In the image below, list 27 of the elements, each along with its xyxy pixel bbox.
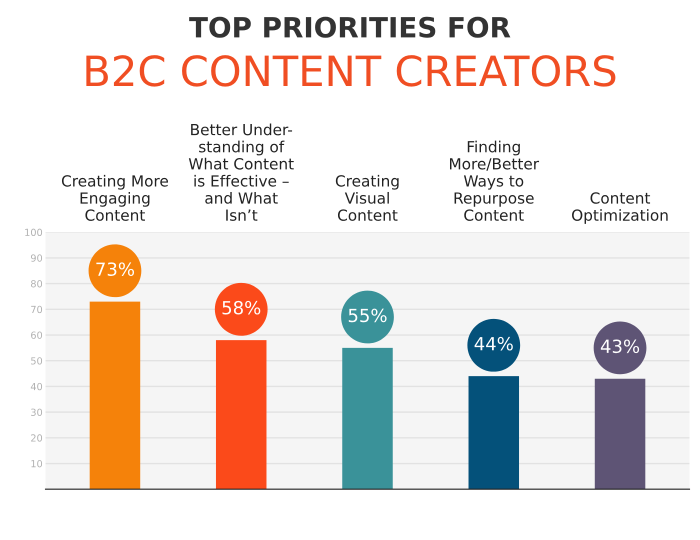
bar bbox=[342, 348, 393, 490]
data-label: 58% bbox=[222, 300, 260, 315]
data-label: 43% bbox=[600, 339, 640, 354]
y-tick-label: 50 bbox=[31, 357, 42, 365]
bar bbox=[90, 302, 140, 490]
x-tick-label: Better Under- standing of What Content is Effective – and What Isn’t bbox=[188, 124, 294, 221]
bar bbox=[594, 378, 646, 490]
data-label: 55% bbox=[348, 308, 387, 322]
chart-title: TOP PRIORITIES FOR bbox=[189, 16, 510, 38]
y-tick-label: 60 bbox=[31, 331, 42, 339]
bar bbox=[468, 376, 520, 490]
x-tick-label: Content Optimization bbox=[572, 192, 668, 224]
x-tick-label: Finding More/Better Ways to Repurpose Content bbox=[450, 140, 540, 221]
y-tick-label: 70 bbox=[31, 306, 42, 314]
data-label: 73% bbox=[96, 262, 134, 276]
y-tick-label: 100 bbox=[25, 228, 42, 236]
x-tick-label: Creating More Engaging Content bbox=[62, 174, 168, 221]
x-tick-label: Creating Visual Content bbox=[336, 174, 399, 221]
bar bbox=[216, 340, 266, 490]
y-tick-label: 90 bbox=[30, 254, 42, 262]
y-tick-label: 80 bbox=[31, 280, 42, 288]
data-label: 44% bbox=[474, 336, 513, 351]
y-tick-label: 30 bbox=[31, 408, 42, 416]
chart-subtitle: B2C CONTENT CREATORS bbox=[86, 55, 616, 87]
y-tick-label: 20 bbox=[31, 434, 42, 442]
y-tick-label: 10 bbox=[31, 460, 42, 468]
y-tick-label: 40 bbox=[30, 382, 42, 390]
